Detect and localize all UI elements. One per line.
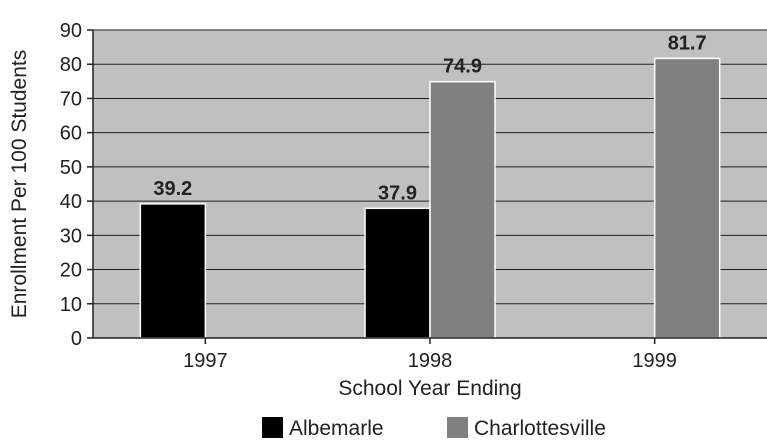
legend-swatch-albemarle	[262, 417, 283, 438]
y-tick-label: 70	[60, 88, 82, 110]
y-tick-label: 50	[60, 157, 82, 179]
data-label: 81.7	[668, 32, 707, 54]
bars	[139, 57, 721, 339]
y-tick-label: 20	[60, 260, 82, 282]
x-tick-label: 1997	[183, 350, 228, 372]
legend: Albemarle Charlottesville	[262, 417, 606, 440]
y-tick-label: 10	[60, 294, 82, 316]
x-tick-label: 1998	[408, 350, 453, 372]
data-label: 39.2	[153, 178, 192, 200]
y-axis-ticks: 0 10 20 30 40 50 60 70 80 90	[60, 20, 93, 350]
y-tick-label: 40	[60, 191, 82, 213]
bar-charlottesville-1999	[653, 57, 721, 339]
legend-label: Charlottesville	[474, 417, 606, 440]
bar-charlottesville-1998	[429, 80, 496, 339]
data-label: 37.9	[378, 182, 417, 204]
y-axis-title: Enrollment Per 100 Students	[8, 50, 31, 319]
bar-albemarle-1998	[364, 207, 431, 339]
y-tick-label: 30	[60, 225, 82, 247]
y-tick-label: 60	[60, 123, 82, 145]
y-tick-label: 90	[60, 20, 82, 42]
bar-albemarle-1997	[139, 203, 207, 339]
x-tick-label: 1999	[632, 350, 677, 372]
legend-swatch-charlottesville	[447, 417, 468, 438]
x-axis-ticks: 1997 1998 1999	[183, 338, 677, 372]
y-tick-label: 0	[71, 328, 82, 350]
data-label: 74.9	[443, 56, 482, 78]
legend-label: Albemarle	[289, 417, 384, 440]
data-labels: 39.2 37.9 74.9 81.7	[153, 32, 706, 204]
y-tick-label: 80	[60, 54, 82, 76]
x-axis-title: School Year Ending	[338, 377, 521, 400]
